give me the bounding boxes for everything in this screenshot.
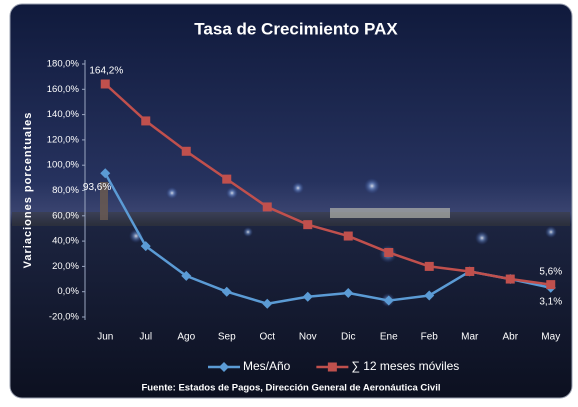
y-tick-label: 140,0% [47,109,80,120]
y-tick-label: -20,0% [49,312,80,323]
x-tick-label: Sep [218,332,236,343]
data-label: 93,6% [83,182,111,193]
data-point [465,267,474,276]
y-tick-label: 80,0% [52,185,79,196]
legend-marker [328,363,337,372]
source-note: Fuente: Estados de Pagos, Dirección Gene… [142,383,441,394]
y-tick-label: 160,0% [47,84,80,95]
x-tick-label: Jun [97,332,113,343]
x-tick-label: Ago [177,332,195,343]
x-tick-label: Jul [139,332,152,343]
x-tick-label: May [541,332,560,343]
data-point [263,202,272,211]
chart-title: Tasa de Crecimiento PAX [194,19,398,38]
x-tick-label: Mar [461,332,479,343]
x-tick-label: Abr [502,332,518,343]
data-point [384,248,393,257]
data-point [344,232,353,241]
y-axis-label: Variaciones porcentuales [22,112,34,269]
y-tick-label: 0,0% [57,286,79,297]
legend-label: ∑ 12 meses móviles [351,359,459,373]
y-tick-label: 100,0% [47,160,80,171]
data-label: 164,2% [89,66,123,77]
y-tick-label: 20,0% [52,261,79,272]
x-tick-label: Feb [421,332,439,343]
x-tick-label: Oct [259,332,275,343]
x-tick-label: Nov [299,332,317,343]
chart: Tasa de Crecimiento PAX Variaciones porc… [0,0,578,402]
data-point [141,116,150,125]
y-tick-label: 120,0% [47,134,80,145]
data-point [222,175,231,184]
data-label: 3,1% [539,296,562,307]
x-tick-label: Dic [341,332,355,343]
data-label: 5,6% [539,266,562,277]
x-tick-label: Ene [380,332,398,343]
y-tick-label: 180,0% [47,59,80,70]
y-tick-label: 60,0% [52,210,79,221]
data-point [506,275,515,284]
y-tick-label: 40,0% [52,236,79,247]
chart-background [10,4,572,398]
data-point [303,220,312,229]
data-point [546,280,555,289]
data-point [182,147,191,156]
data-point [101,79,110,88]
legend-label: Mes/Año [243,359,291,373]
data-point [425,262,434,271]
